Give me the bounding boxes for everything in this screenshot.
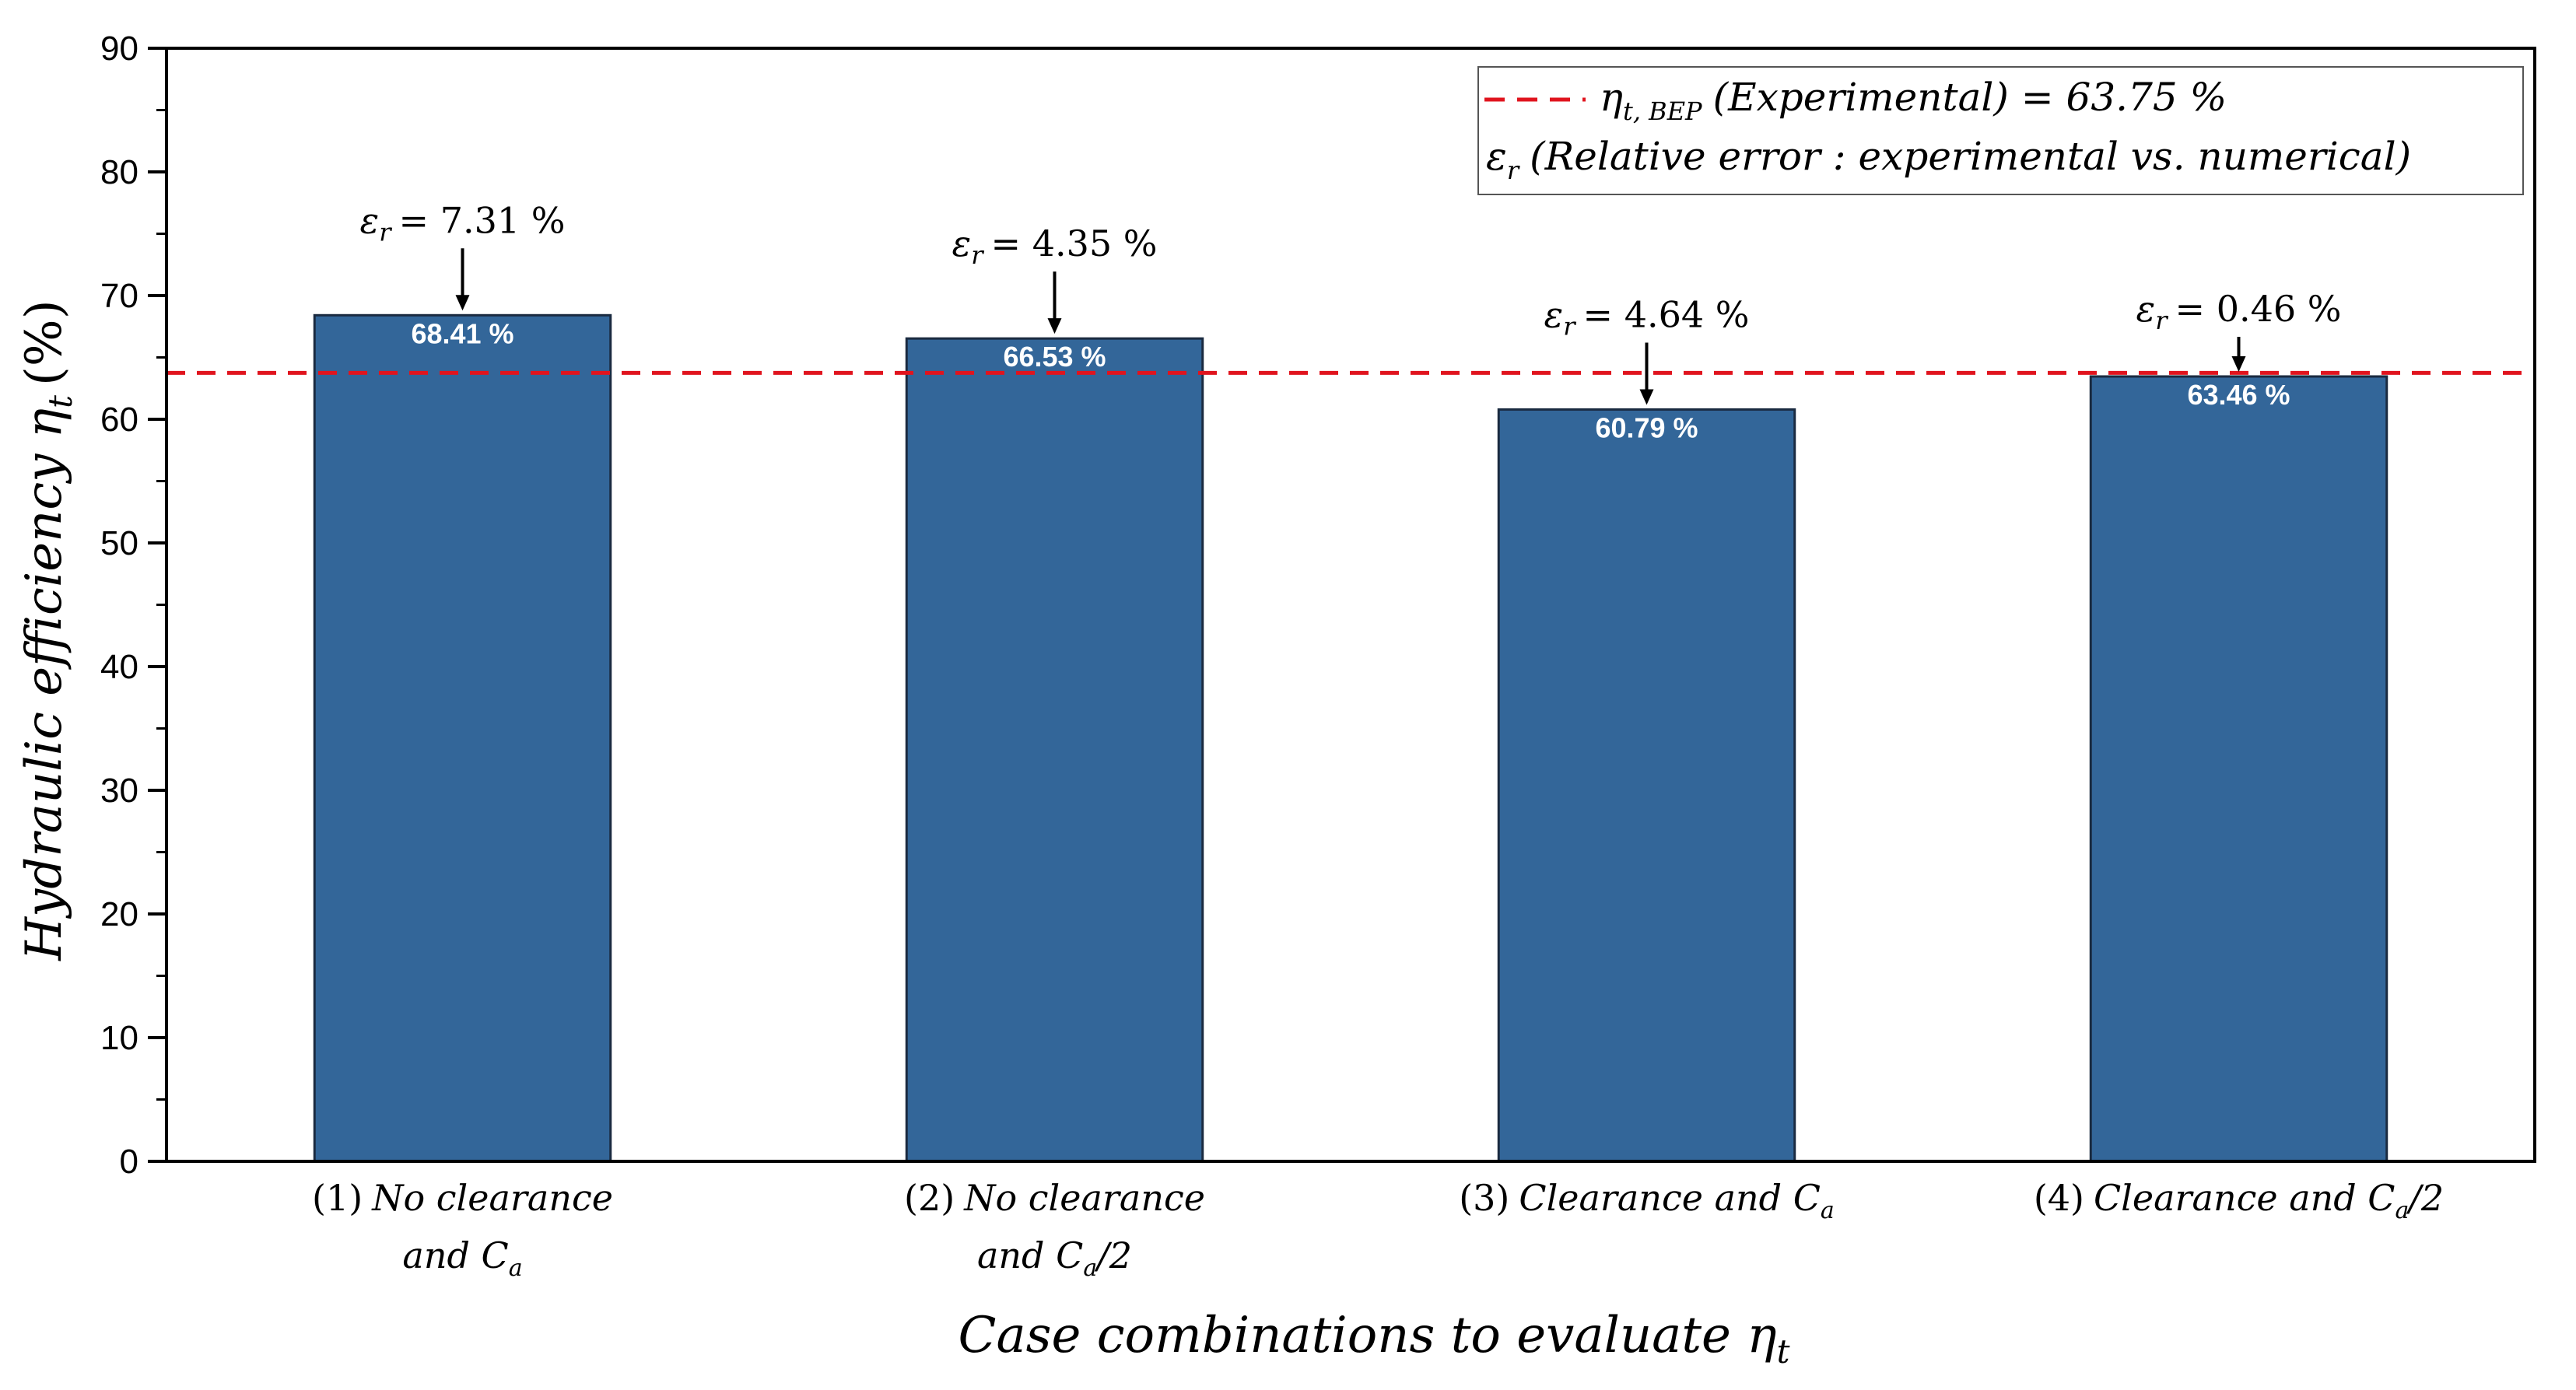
relative-error-label: εr = 7.31 %: [360, 199, 566, 247]
error-arrow-head: [2231, 355, 2246, 372]
relative-error-label: εr = 4.35 %: [952, 222, 1158, 270]
x-category-label: and Ca: [402, 1234, 522, 1282]
plot-frame: [165, 47, 2536, 1163]
y-ticks: 0 10 20 30 40 50 60 70 80 90: [100, 30, 166, 1181]
x-axis-title: Case combinations to evaluate ηt: [959, 1307, 1790, 1371]
legend-entry-reference: ηt, BEP (Experimental) = 63.75 %: [1600, 75, 2227, 126]
legend-box: [1477, 66, 2524, 195]
x-category-labels: (1) No clearance and Ca (2) No clearance and …: [312, 1177, 2444, 1282]
relative-error-label: εr = 0.46 %: [2136, 288, 2342, 335]
bar-value-label: 66.53 %: [1003, 341, 1106, 373]
y-tick-label: 40: [100, 648, 138, 686]
x-category-label: (4) Clearance and Ca/2: [2034, 1177, 2444, 1224]
bar: [1497, 408, 1796, 1163]
y-axis-title: Hydraulic efficiency ηt(%): [16, 299, 79, 961]
x-category-label: and Ca/2: [977, 1234, 1132, 1282]
y-tick-label: 70: [100, 277, 138, 315]
bar: [313, 313, 612, 1163]
x-category-label: (1) No clearance: [312, 1177, 613, 1219]
y-tick-label: 90: [100, 30, 138, 68]
bar: [905, 337, 1204, 1163]
error-arrow-head: [455, 295, 470, 311]
y-tick-label: 0: [120, 1143, 138, 1181]
y-tick-label: 50: [100, 524, 138, 562]
error-arrow-head: [1639, 389, 1654, 405]
bar-value-label: 68.41 %: [411, 317, 513, 349]
y-tick-label: 30: [100, 772, 138, 810]
legend-entry-error: εr (Relative error : experimental vs. num…: [1486, 134, 2411, 185]
x-category-label: (3) Clearance and Ca: [1459, 1177, 1835, 1224]
bars-layer: [313, 313, 2388, 1163]
y-tick-label: 60: [100, 401, 138, 439]
bar: [2089, 375, 2388, 1163]
y-tick-label: 80: [100, 153, 138, 191]
bar-value-label: 63.46 %: [2187, 379, 2290, 411]
bar-value-label: 60.79 %: [1595, 411, 1698, 443]
legend: ηt, BEP (Experimental) = 63.75 % εr (Relat…: [1477, 66, 2524, 195]
y-tick-label: 10: [100, 1019, 138, 1057]
y-tick-label: 20: [100, 895, 138, 933]
relative-error-label: εr = 4.64 %: [1544, 293, 1750, 341]
x-category-label: (2) No clearance: [904, 1177, 1205, 1219]
error-arrow-head: [1047, 318, 1062, 334]
bar-annotations: 68.41 % εr = 7.31 % 66.53 % εr = 4.35 % 60.79 …: [360, 199, 2342, 443]
